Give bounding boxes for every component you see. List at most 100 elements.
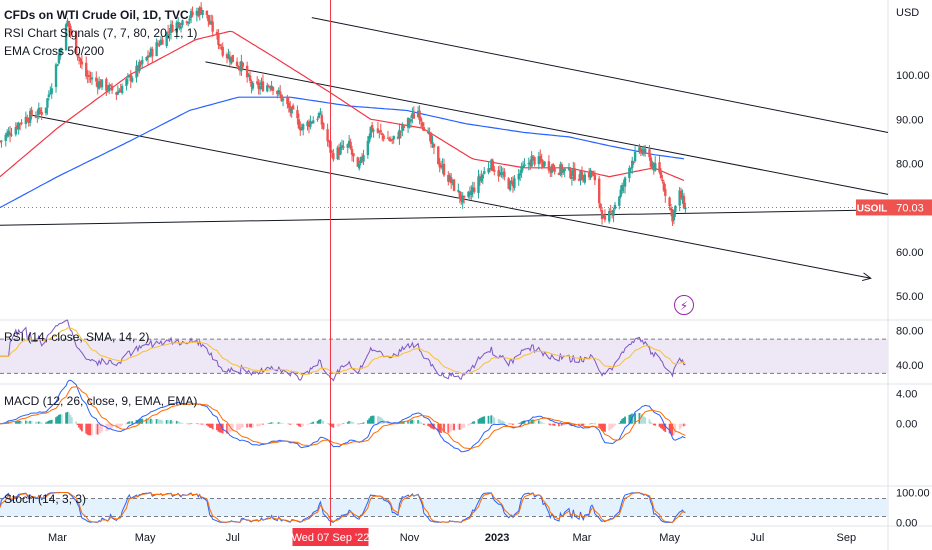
candle-body <box>408 119 411 123</box>
candle-body <box>557 172 561 175</box>
candle-body <box>126 75 130 78</box>
trendline <box>205 61 889 195</box>
candle-body <box>520 165 523 173</box>
macd-histogram-bar <box>356 423 359 425</box>
macd-histogram-bar <box>441 423 444 433</box>
macd-histogram-bar <box>583 423 586 425</box>
rsi-ma-line <box>0 327 686 376</box>
candle-body <box>135 65 138 78</box>
candle-body <box>161 39 164 45</box>
candle-body <box>50 88 53 94</box>
candle-body <box>674 205 677 213</box>
macd-histogram-bar <box>491 416 494 424</box>
lightning-icon[interactable]: ⚡ <box>674 295 694 315</box>
macd-pane-label[interactable]: MACD (12, 26, close, 9, EMA, EMA) <box>4 394 198 408</box>
macd-histogram-bar <box>47 420 50 424</box>
candle-body <box>570 176 574 179</box>
candle-body <box>187 21 190 24</box>
candle-body <box>258 85 262 90</box>
candle-body <box>211 21 214 32</box>
macd-histogram-bar <box>191 423 194 425</box>
candle-body <box>550 165 553 173</box>
macd-histogram-bar <box>86 423 89 435</box>
candle-body <box>467 191 470 197</box>
macd-histogram-bar <box>50 419 53 424</box>
candle-body <box>610 212 614 215</box>
candle-body <box>165 32 168 47</box>
macd-histogram-bar <box>351 421 353 424</box>
macd-histogram-bar <box>352 422 355 424</box>
macd-histogram-bar <box>128 421 131 424</box>
macd-histogram-bar <box>599 423 602 429</box>
candle-body <box>612 209 615 216</box>
macd-histogram-bar <box>165 420 168 424</box>
indicator-legend-ema-cross[interactable]: EMA Cross 50/200 <box>4 44 105 58</box>
macd-histogram-bar <box>437 423 440 432</box>
candle-body <box>422 127 426 131</box>
candle-body <box>523 164 526 167</box>
macd-histogram-bar <box>674 423 677 433</box>
candle-body <box>320 115 324 125</box>
candle-body <box>54 64 58 87</box>
macd-histogram-bar <box>322 421 325 424</box>
macd-histogram-bar <box>654 423 657 426</box>
macd-histogram-bar <box>608 423 611 431</box>
macd-histogram-bar <box>503 421 506 424</box>
price-tick-label: 90.00 <box>896 114 924 126</box>
macd-histogram-bar <box>634 413 637 424</box>
macd-histogram-bar <box>312 421 315 424</box>
candle-body <box>684 207 687 210</box>
macd-histogram-bar <box>237 423 240 430</box>
candle-body <box>317 113 321 118</box>
candle-body <box>129 74 132 82</box>
candle-body <box>654 163 657 171</box>
candle-body <box>0 140 3 142</box>
macd-histogram-bar <box>101 423 103 432</box>
candle-body <box>589 170 592 178</box>
macd-histogram-bar <box>266 423 269 425</box>
macd-histogram-bar <box>289 423 292 425</box>
macd-histogram-bar <box>377 416 379 424</box>
macd-histogram-bar <box>621 418 624 424</box>
candle-body <box>8 132 12 136</box>
macd-histogram-bar <box>197 423 200 425</box>
candle-body <box>418 110 421 120</box>
macd-histogram-bar <box>428 423 431 427</box>
indicator-legend-rsi-signals[interactable]: RSI Chart Signals (7, 7, 80, 20, 1, 1) <box>4 26 198 40</box>
candle-body <box>339 147 342 155</box>
macd-histogram-bar <box>279 422 282 424</box>
candle-body <box>227 54 230 59</box>
candle-body <box>60 49 63 51</box>
macd-histogram-bar <box>277 422 280 424</box>
candle-body <box>59 49 62 57</box>
candle-body <box>228 56 232 62</box>
rsi-pane-label[interactable]: RSI (14, close, SMA, 14, 2) <box>4 330 150 344</box>
candle-body <box>260 82 263 86</box>
candle-body <box>220 47 223 49</box>
macd-histogram-bar <box>512 423 514 425</box>
macd-histogram-bar <box>188 423 191 425</box>
candle-body <box>366 140 370 155</box>
candle-body <box>533 157 536 165</box>
macd-histogram-bar <box>483 416 486 424</box>
macd-histogram-bar <box>249 423 251 428</box>
macd-histogram-bar <box>29 420 32 424</box>
candle-body <box>37 107 40 115</box>
candle-body <box>230 56 233 64</box>
ticker-badge <box>856 199 888 216</box>
candle-body <box>658 162 661 173</box>
candle-body <box>210 21 213 24</box>
candle-body <box>563 168 566 171</box>
macd-histogram-bar <box>309 423 312 424</box>
candle-body <box>74 31 78 54</box>
macd-histogram-bar <box>533 420 536 424</box>
macd-histogram-bar <box>66 411 69 424</box>
candle-body <box>659 172 663 179</box>
candle-body <box>4 134 7 141</box>
macd-histogram-bar <box>319 419 322 424</box>
trendline-arrowhead <box>861 272 872 282</box>
candle-body <box>290 107 293 114</box>
stoch-pane-label[interactable]: Stoch (14, 3, 3) <box>4 492 87 506</box>
macd-histogram-bar <box>684 423 687 427</box>
